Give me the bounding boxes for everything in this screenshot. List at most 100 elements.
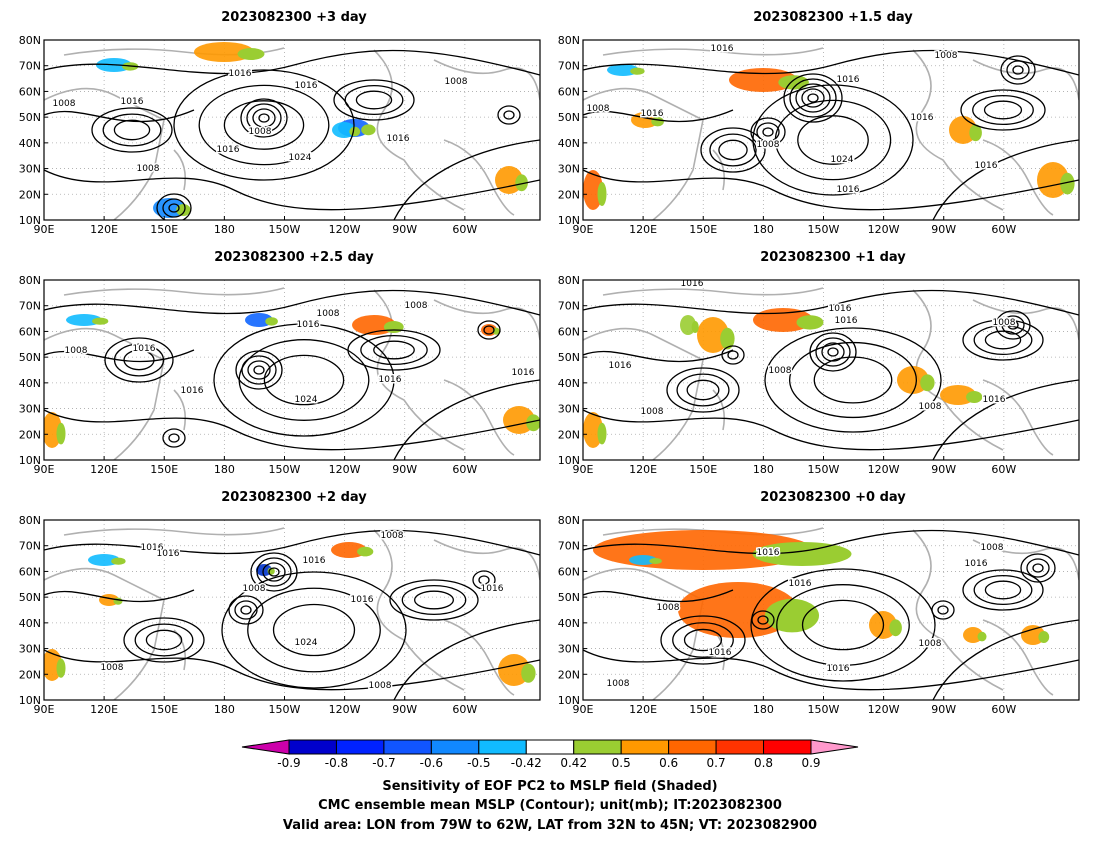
coastlines [583, 47, 1079, 220]
latitude-tick-label: 40N [558, 377, 580, 390]
isobar-label: 1008 [405, 301, 428, 311]
panel-frame [43, 519, 541, 701]
sensitivity-shading [256, 564, 272, 576]
latitude-tick-label: 10N [558, 694, 580, 707]
longitude-tick-label: 60W [991, 703, 1016, 716]
isobar-label: 1008 [381, 531, 404, 541]
latitude-tick-label: 30N [558, 403, 580, 416]
latitude-tick-label: 80N [558, 274, 580, 287]
longitude-tick-label: 150W [808, 703, 840, 716]
latitude-tick-label: 60N [19, 325, 41, 338]
longitude-tick-label: 180 [753, 223, 774, 236]
latitude-tick-label: 60N [558, 565, 580, 578]
longitude-tick-label: 120W [329, 703, 361, 716]
longitude-tick-label: 120E [90, 703, 118, 716]
latitude-tick-label: 10N [19, 454, 41, 467]
panel-title: 2023082300 +2.5 day [214, 250, 374, 265]
longitude-tick-label: 150E [150, 223, 178, 236]
latitude-tick-label: 80N [19, 274, 41, 287]
isobar-label: 1016 [217, 145, 240, 155]
sensitivity-shading [729, 68, 797, 92]
colorbar-segment [525, 739, 575, 755]
map-panel: 1016 1008 1016 1016 1008 1016 1016 1008 1008 2023… [558, 490, 1080, 716]
isobar-label: 1016 [141, 543, 164, 553]
latitude-tick-label: 60N [558, 325, 580, 338]
latitude-tick-label: 60N [558, 85, 580, 98]
map-panel: 1016 1016 1008 1016 1008 1008 1016 1024 1016 1008… [19, 10, 541, 236]
isobar-contours [583, 289, 1079, 460]
longitude-tick-label: 150E [150, 703, 178, 716]
map-panels: 1016 1016 1008 1016 1008 1008 1016 1024 1016 1008… [19, 10, 1080, 716]
latitude-tick-label: 20N [558, 428, 580, 441]
latitude-tick-label: 60N [19, 565, 41, 578]
sensitivity-shading [752, 542, 852, 566]
latitude-tick-label: 30N [558, 163, 580, 176]
isobar-label: 1016 [351, 595, 374, 605]
latitude-tick-label: 50N [19, 591, 41, 604]
longitude-tick-label: 60W [452, 463, 477, 476]
sensitivity-shading [526, 414, 540, 432]
sensitivity-shading [56, 658, 66, 678]
sensitivity-shading [111, 557, 126, 565]
map-content [583, 520, 1079, 700]
sensitivity-shading [176, 204, 191, 216]
sensitivity-shading [583, 170, 603, 210]
longitude-tick-label: 150W [269, 223, 301, 236]
panel-frame [582, 519, 1080, 701]
map-background [44, 520, 540, 700]
sensitivity-shading [1021, 625, 1045, 645]
sensitivity-shading [265, 317, 278, 326]
panel-title: 2023082300 +0 day [760, 490, 906, 505]
sensitivity-shading [498, 654, 530, 686]
sensitivity-shading [765, 598, 819, 633]
isobar-label: 1016 [983, 395, 1006, 405]
longitude-tick-label: 180 [753, 703, 774, 716]
colorbar-segment [620, 739, 670, 755]
isobar-label: 1016 [387, 134, 410, 144]
colorbar: -0.9 -0.8 -0.7 -0.6 -0.5 -0.42 0.42 0.5 0.6 0.7 0.… [241, 739, 859, 770]
longitude-tick-label: 90W [392, 223, 417, 236]
sensitivity-shading [920, 374, 935, 392]
isobar-contours [44, 529, 540, 700]
panel-frame [43, 39, 541, 221]
longitude-tick-label: 60W [452, 703, 477, 716]
sensitivity-shading [521, 663, 536, 683]
latitude-tick-label: 40N [19, 377, 41, 390]
latitude-tick-label: 80N [19, 34, 41, 47]
sensitivity-shading [66, 314, 102, 326]
isobar-label: 1008 [993, 318, 1016, 328]
colorbar-tick-label: -0.9 [277, 756, 300, 770]
colorbar-segment [383, 739, 432, 755]
isobar-label: 1008 [769, 366, 792, 376]
isobar-label: 1016 [709, 648, 732, 658]
isobar-label: 1016 [297, 320, 320, 330]
isobar-label: 1016 [229, 69, 252, 79]
longitude-tick-label: 90W [931, 703, 956, 716]
longitude-tick-label: 120W [329, 223, 361, 236]
map-panel: 1008101610161016100810161016102410081008… [19, 490, 541, 716]
sensitivity-shading [607, 64, 639, 76]
isobar-label: 1024 [295, 638, 318, 648]
latitude-tick-label: 10N [19, 694, 41, 707]
latitude-tick-label: 50N [558, 591, 580, 604]
isobar-label: 1016 [965, 559, 988, 569]
isobar-label: 1016 [837, 185, 860, 195]
isobar-label: 1016 [681, 279, 704, 289]
isobar-contours [583, 529, 1079, 700]
sensitivity-shading [778, 75, 809, 90]
isobar-contours [583, 49, 1079, 220]
longitude-tick-label: 180 [214, 703, 235, 716]
latitude-tick-label: 70N [19, 60, 41, 73]
colorbar-segment [715, 739, 765, 755]
sensitivity-shading [1037, 162, 1069, 198]
sensitivity-shading [977, 631, 987, 642]
latitude-tick-label: 70N [19, 300, 41, 313]
colorbar-segment [763, 739, 812, 755]
sensitivity-shading [697, 317, 729, 353]
latitude-tick-label: 40N [558, 617, 580, 630]
sensitivity-shading [597, 182, 607, 206]
sensitivity-shading [349, 126, 361, 137]
colorbar-segment [478, 739, 527, 755]
isobar-label: 1008 [249, 127, 272, 137]
